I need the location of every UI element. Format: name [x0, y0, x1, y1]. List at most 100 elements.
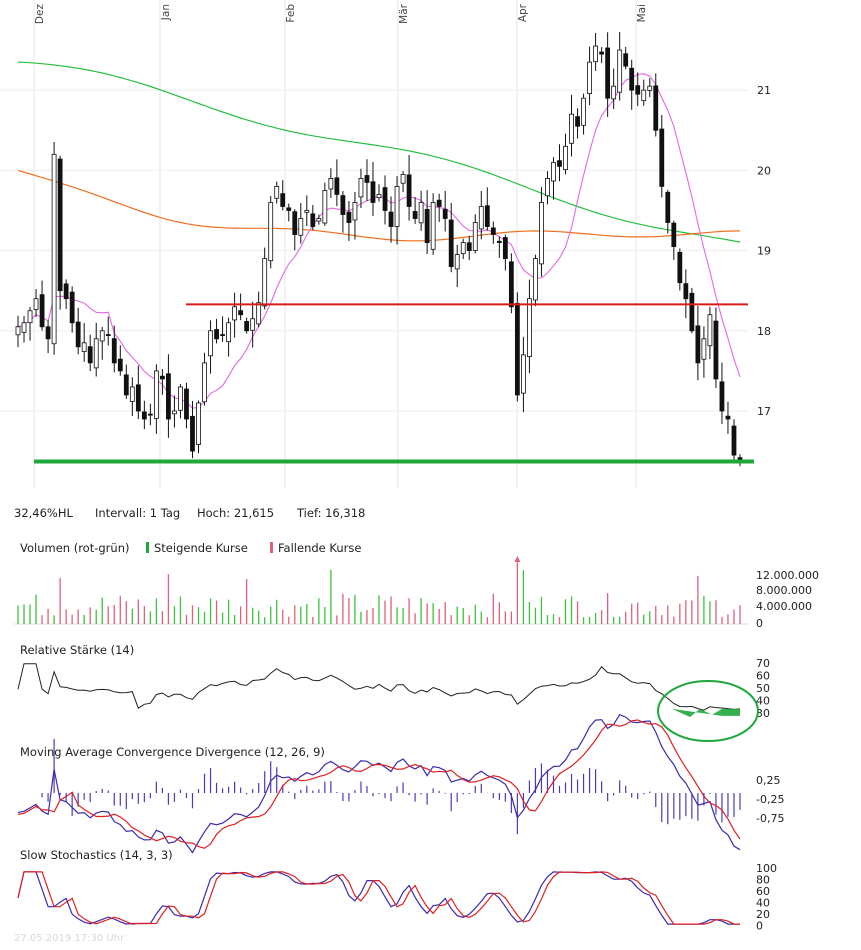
volume-tick-label: 0 [756, 617, 763, 630]
candle-body [352, 202, 358, 221]
candle-body [563, 145, 568, 171]
candle-body [533, 258, 538, 301]
volume-tick-label: 12.000.000 [756, 569, 819, 582]
ma-200-line [17, 61, 741, 243]
candle-body [250, 318, 256, 331]
candle-body [460, 242, 466, 255]
candle-body [406, 174, 412, 207]
candle-body [39, 294, 45, 328]
candle-body [190, 415, 195, 452]
candle-body [153, 370, 159, 419]
falling-swatch [270, 542, 273, 553]
month-label: Feb [285, 4, 297, 23]
candle-body [737, 457, 743, 460]
candle-body [129, 386, 135, 402]
candle-body [581, 97, 586, 126]
macd-line [17, 713, 741, 854]
stoch-tick-label: 20 [756, 908, 770, 921]
candle-body [653, 85, 659, 131]
candle-body [214, 329, 219, 340]
timestamp-watermark: 27.05.2019 17:30 Uhr [14, 933, 125, 944]
candle-body [629, 67, 635, 91]
stoch-d-line [17, 871, 740, 925]
candle-body [99, 330, 105, 342]
candle-body [545, 178, 550, 197]
candle-body [15, 326, 21, 336]
candle-body [358, 178, 364, 198]
candle-body [514, 302, 520, 396]
candle-body [671, 222, 677, 247]
rsi-highlight-ellipse [657, 680, 759, 742]
candle-body [587, 61, 592, 94]
candle-body [388, 211, 394, 227]
candle-body [593, 45, 598, 63]
candle-body [478, 206, 484, 230]
candle-body [430, 202, 436, 250]
candle-body [334, 177, 340, 195]
candle-body [33, 298, 39, 310]
candle-body [220, 334, 225, 336]
candle-body [57, 158, 63, 292]
candle-body [496, 240, 502, 243]
candle-body [147, 413, 153, 416]
candle-body [677, 251, 683, 284]
candle-body [232, 306, 238, 321]
candle-body [81, 342, 87, 352]
candle-body [611, 85, 617, 100]
candle-body [701, 338, 707, 360]
candle-body [45, 326, 51, 340]
price-tick-label: 20 [757, 164, 771, 177]
candle-body [159, 375, 165, 380]
candle-body [659, 128, 665, 187]
candle-body [635, 85, 641, 95]
month-label: Mär [398, 3, 410, 23]
candle-body [490, 227, 496, 235]
candle-body [304, 210, 310, 213]
candle-body [292, 211, 298, 235]
candle-body [21, 322, 27, 333]
stoch-tick-label: 40 [756, 897, 770, 910]
volume-peak-marker [514, 556, 521, 562]
candle-body [539, 202, 544, 265]
candle-body [436, 199, 442, 207]
rsi-tick-label: 50 [756, 682, 770, 695]
month-label: Apr [517, 3, 529, 22]
hl-percent: 32,46%HL [14, 506, 73, 520]
candle-body [346, 211, 352, 223]
ma-100-line [17, 169, 741, 242]
candle-body [105, 334, 111, 336]
candle-body [117, 358, 123, 372]
rising-swatch [146, 542, 149, 553]
falling-label: Fallende Kurse [278, 541, 362, 555]
candle-body [135, 384, 141, 412]
candle-body [418, 202, 424, 224]
rsi-tick-label: 30 [756, 707, 770, 720]
rsi-oversold-fill [672, 708, 740, 718]
candle-body [310, 213, 316, 227]
candle-body [502, 237, 508, 260]
candle-body [262, 258, 268, 307]
candle-body [298, 218, 304, 236]
candle-body [647, 85, 653, 91]
candle-body [69, 291, 75, 324]
rsi-tick-label: 60 [756, 670, 770, 683]
candle-body [340, 195, 346, 215]
candle-body [286, 207, 292, 211]
candle-body [575, 116, 580, 127]
candle-body [172, 410, 177, 415]
rsi-title: Relative Stärke (14) [20, 643, 135, 657]
price-tick-label: 18 [757, 325, 771, 338]
candle-body [466, 242, 472, 251]
rising-label: Steigende Kurse [154, 541, 248, 555]
candle-body [725, 415, 731, 420]
high-label: Hoch: 21,615 [197, 506, 275, 520]
macd-signal-line [17, 719, 741, 849]
candle-body [328, 178, 334, 190]
price-tick-label: 19 [757, 245, 771, 258]
candle-body [178, 386, 183, 411]
candle-body [382, 187, 388, 211]
volume-title: Volumen (rot-grün) [20, 541, 130, 555]
candle-body [454, 254, 460, 270]
rsi-line [17, 663, 741, 711]
stoch-tick-label: 80 [756, 874, 770, 887]
